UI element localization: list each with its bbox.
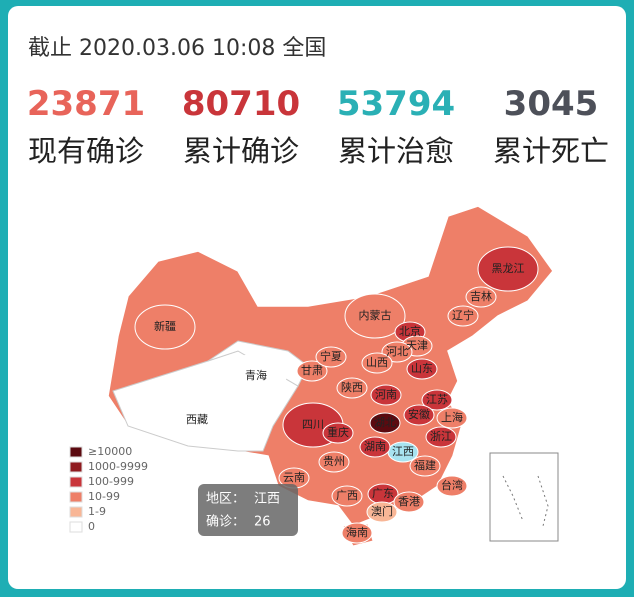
province-label: 黑龙江: [492, 262, 525, 275]
south-sea-inset: [489, 452, 559, 542]
province-area: [341, 522, 373, 544]
province-area: [403, 404, 435, 426]
province-area: [447, 305, 479, 327]
province-area: [361, 352, 393, 374]
legend-label: 100-999: [88, 475, 134, 488]
province-label: 广东: [372, 487, 394, 500]
province-area: [322, 422, 354, 444]
province-label: 海南: [346, 525, 368, 539]
province-label: 北京: [399, 324, 421, 338]
province-label: 新疆: [154, 319, 176, 333]
province-area: [331, 485, 363, 507]
stat-label: 累计治愈: [337, 134, 454, 168]
province-area: [421, 389, 453, 411]
province-label: 上海: [441, 410, 463, 424]
province-area: [436, 407, 468, 429]
legend-label: 1000-9999: [88, 460, 148, 473]
province-area: [344, 293, 406, 339]
province-area: [393, 491, 425, 513]
province-area: [315, 346, 347, 368]
province-label: 江西: [392, 445, 414, 458]
legend-swatch: [69, 521, 83, 533]
tooltip-box: [198, 484, 298, 536]
province-label: 湖北: [374, 416, 396, 429]
header-title: 截止 2020.03.06 10:08 全国: [28, 36, 327, 61]
province-label: 湖南: [364, 440, 386, 453]
province-label: 宁夏: [320, 349, 342, 363]
legend-swatch: [69, 446, 83, 458]
province-area: [409, 455, 441, 477]
province-area: [369, 412, 401, 434]
province-label: 浙江: [430, 430, 452, 443]
stat-label: 累计确诊: [182, 134, 299, 168]
province-label: 内蒙古: [359, 308, 392, 322]
tooltip-region-label: 地区：: [206, 492, 245, 507]
province-area: [370, 384, 402, 406]
province-area: [318, 451, 350, 473]
province-label: 河南: [375, 388, 397, 401]
province-label: 河北: [386, 345, 408, 358]
province-label: 云南: [283, 471, 305, 484]
province-label: 安徽: [408, 407, 430, 421]
tooltip-region: 江西: [254, 492, 280, 507]
province-label: 福建: [414, 458, 436, 472]
stat: 3045 累计死亡: [476, 84, 626, 170]
province-area: [477, 246, 539, 292]
stat-value: 3045: [503, 84, 599, 124]
province-label: 甘肃: [301, 364, 323, 377]
province-label: 四川: [302, 418, 324, 431]
province-label: 澳门: [371, 504, 393, 518]
tooltip: 地区： 江西 确诊： 26: [198, 484, 298, 536]
legend-swatch: [69, 506, 83, 518]
legend-label: 1-9: [88, 505, 106, 518]
province-label: 重庆: [327, 425, 349, 439]
province-label: 山西: [366, 356, 388, 369]
province-area: [436, 475, 468, 497]
province-label: 香港: [398, 495, 420, 508]
province-area: [465, 286, 497, 308]
province-area: [225, 353, 287, 399]
province-area: [359, 436, 391, 458]
legend-swatch: [69, 461, 83, 473]
legend-label: 0: [88, 520, 95, 533]
card: 截止 2020.03.06 10:08 全国 23871 现有确诊 80710 累计确…: [8, 6, 626, 589]
province-area: [296, 360, 328, 382]
province-label: 江苏: [426, 393, 448, 406]
stat-value: 80710: [181, 84, 301, 124]
legend: ≥10000 1000-9999 100-999 10-99 1-9 0: [69, 445, 148, 533]
province-label: 陕西: [341, 380, 363, 394]
province-area: [336, 377, 368, 399]
legend-label: ≥10000: [88, 445, 132, 458]
tooltip-count: 26: [254, 515, 271, 530]
province-area: [166, 397, 228, 443]
province-label: 青海: [245, 368, 267, 382]
province-area: [134, 304, 196, 350]
stat-value: 53794: [336, 84, 456, 124]
tooltip-count-label: 确诊：: [206, 515, 245, 530]
province-label: 西藏: [186, 413, 208, 426]
stat-label: 现有确诊: [27, 134, 144, 168]
legend-label: 10-99: [88, 490, 120, 503]
stat: 23871 现有确诊: [11, 84, 161, 170]
south-sea-islands: [502, 475, 549, 527]
province-area: [406, 358, 438, 380]
stat: 53794 累计治愈: [321, 84, 471, 170]
legend-swatch: [69, 491, 83, 503]
stat: 80710 累计确诊: [166, 84, 316, 170]
legend-swatch: [69, 476, 83, 488]
stat-value: 23871: [26, 84, 146, 124]
province-label: 吉林: [470, 289, 492, 303]
province-label: 台湾: [441, 478, 463, 492]
province-label: 贵州: [323, 455, 345, 468]
province-label: 广西: [336, 489, 358, 502]
province-label: 天津: [406, 339, 428, 352]
stat-label: 累计死亡: [492, 134, 609, 168]
province-label: 山东: [411, 362, 433, 375]
province-area: [366, 501, 398, 523]
province-area: [425, 426, 457, 448]
province-label: 辽宁: [452, 308, 474, 322]
